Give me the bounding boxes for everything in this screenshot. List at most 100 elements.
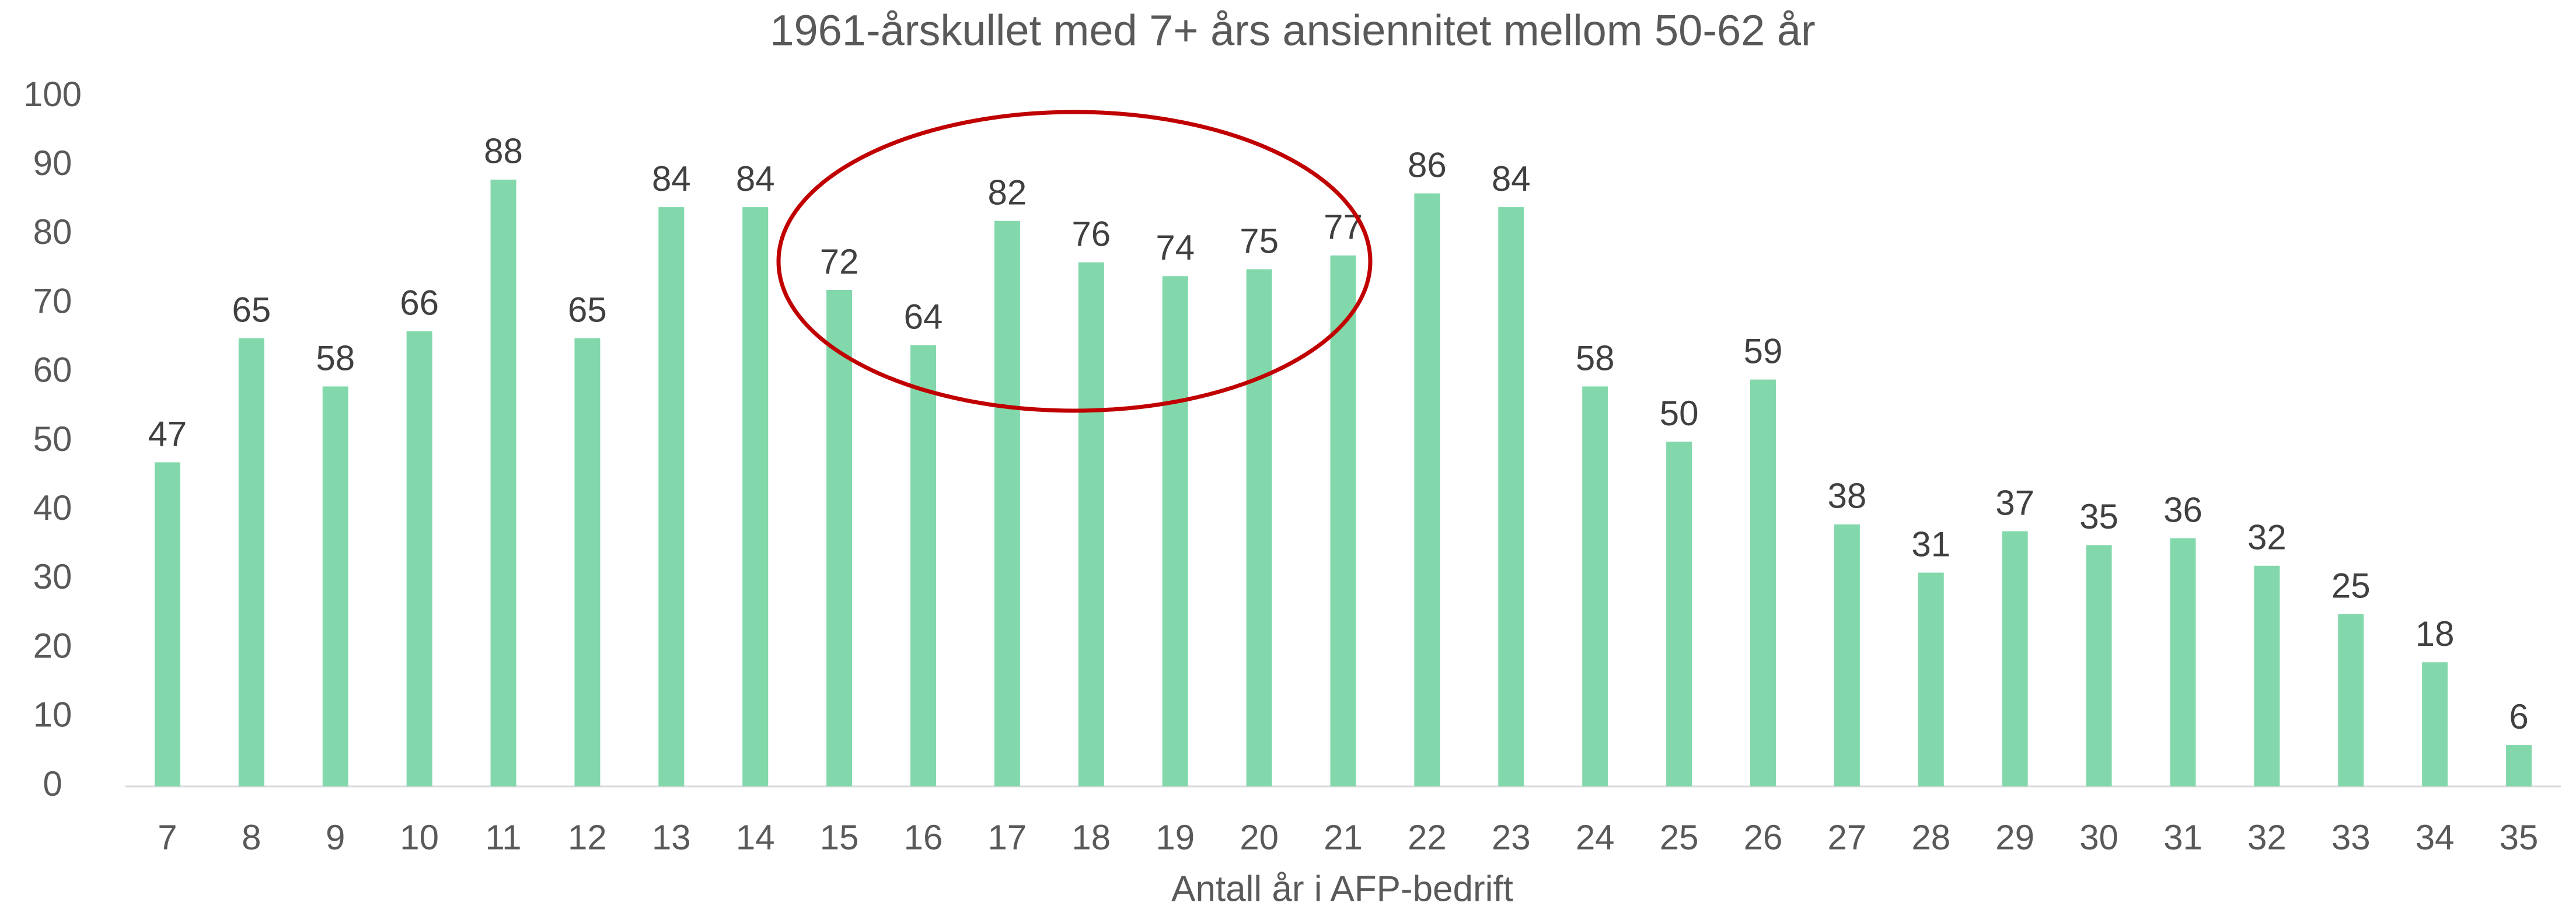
y-tick-label: 100 xyxy=(23,75,82,114)
bar xyxy=(658,207,685,786)
x-tick-label: 8 xyxy=(242,818,261,857)
x-tick-label: 11 xyxy=(485,818,521,857)
y-tick-label: 30 xyxy=(33,557,72,596)
x-tick-label: 30 xyxy=(2079,818,2118,857)
bar xyxy=(1246,269,1272,786)
data-label: 86 xyxy=(1408,145,1447,184)
bar xyxy=(2422,662,2448,786)
data-label: 47 xyxy=(148,414,187,453)
bar xyxy=(1918,572,1944,786)
bar xyxy=(1498,207,1524,786)
data-label: 58 xyxy=(1576,338,1615,377)
x-tick-label: 14 xyxy=(736,818,775,857)
data-label: 25 xyxy=(2331,566,2371,605)
bar xyxy=(1162,276,1188,786)
bar xyxy=(490,179,516,787)
x-tick-label: 25 xyxy=(1660,818,1699,857)
x-tick-label: 28 xyxy=(1911,818,1950,857)
bar xyxy=(322,386,348,786)
data-label: 72 xyxy=(820,242,859,281)
bar xyxy=(1750,379,1776,786)
data-label: 38 xyxy=(1828,477,1867,516)
data-label: 64 xyxy=(904,297,943,336)
data-label: 65 xyxy=(232,291,271,330)
y-tick-label: 70 xyxy=(33,281,72,320)
chart-title: 1961-årskullet med 7+ års ansiennitet me… xyxy=(770,6,1815,55)
bar xyxy=(826,289,853,787)
x-tick-label: 15 xyxy=(820,818,859,857)
y-tick-label: 10 xyxy=(33,695,72,734)
data-label: 31 xyxy=(1911,524,1950,564)
x-tick-label: 12 xyxy=(568,818,607,857)
bar xyxy=(2170,538,2196,786)
data-label: 76 xyxy=(1071,215,1111,254)
x-tick-label: 18 xyxy=(1071,818,1111,857)
x-tick-label: 33 xyxy=(2331,818,2371,857)
bar xyxy=(1582,386,1608,786)
bar xyxy=(1414,193,1440,787)
bar xyxy=(1834,524,1860,786)
y-tick-label: 80 xyxy=(33,212,72,251)
data-label: 18 xyxy=(2416,614,2455,653)
x-tick-label: 31 xyxy=(2163,818,2202,857)
y-tick-label: 40 xyxy=(33,488,72,527)
data-label: 84 xyxy=(1492,159,1531,198)
x-tick-label: 21 xyxy=(1324,818,1363,857)
data-label: 74 xyxy=(1156,228,1195,267)
data-label: 82 xyxy=(988,173,1027,212)
data-label: 59 xyxy=(1744,331,1783,370)
x-tick-label: 7 xyxy=(158,818,177,857)
data-label: 37 xyxy=(1995,484,2034,523)
bar xyxy=(910,345,937,786)
data-label: 65 xyxy=(568,291,607,330)
y-tick-label: 90 xyxy=(33,144,72,183)
bar xyxy=(1330,255,1356,786)
x-tick-label: 19 xyxy=(1156,818,1195,857)
x-tick-label: 35 xyxy=(2500,818,2539,857)
bar xyxy=(2506,745,2532,786)
y-tick-label: 0 xyxy=(43,764,62,803)
x-tick-label: 9 xyxy=(326,818,345,857)
bar xyxy=(154,462,180,786)
bar xyxy=(1666,442,1692,786)
x-tick-label: 13 xyxy=(652,818,691,857)
data-label: 75 xyxy=(1240,221,1279,260)
x-tick-label: 22 xyxy=(1408,818,1447,857)
x-tick-label: 20 xyxy=(1240,818,1279,857)
bar xyxy=(1078,262,1104,786)
x-tick-label: 26 xyxy=(1744,818,1783,857)
y-tick-label: 60 xyxy=(33,351,72,390)
plot: 0102030405060708090100747865958106611881… xyxy=(23,75,2538,857)
highlight-ellipse xyxy=(776,110,1373,413)
x-tick-label: 29 xyxy=(1995,818,2034,857)
data-label: 84 xyxy=(652,159,691,198)
data-label: 88 xyxy=(484,132,523,171)
bar xyxy=(742,207,769,786)
bar xyxy=(574,338,601,786)
bar xyxy=(2086,545,2112,786)
data-label: 32 xyxy=(2247,518,2287,557)
data-label: 84 xyxy=(736,159,775,198)
y-tick-label: 50 xyxy=(33,419,72,459)
data-label: 35 xyxy=(2079,497,2118,536)
y-tick-label: 20 xyxy=(33,626,72,665)
data-label: 58 xyxy=(316,338,355,377)
data-label: 66 xyxy=(400,284,439,323)
x-tick-label: 24 xyxy=(1576,818,1615,857)
x-tick-label: 23 xyxy=(1492,818,1531,857)
data-label: 36 xyxy=(2163,490,2202,529)
bar xyxy=(406,331,432,786)
x-tick-label: 32 xyxy=(2247,818,2287,857)
bar xyxy=(238,338,264,786)
x-axis-title: Antall år i AFP-bedrift xyxy=(1171,869,1513,909)
x-tick-label: 16 xyxy=(904,818,943,857)
data-label: 50 xyxy=(1660,394,1699,433)
bar xyxy=(994,221,1020,786)
x-tick-label: 10 xyxy=(400,818,439,857)
data-label: 6 xyxy=(2509,697,2528,736)
x-tick-label: 17 xyxy=(988,818,1027,857)
x-tick-label: 27 xyxy=(1828,818,1867,857)
x-tick-label: 34 xyxy=(2416,818,2455,857)
bar xyxy=(2254,565,2280,786)
